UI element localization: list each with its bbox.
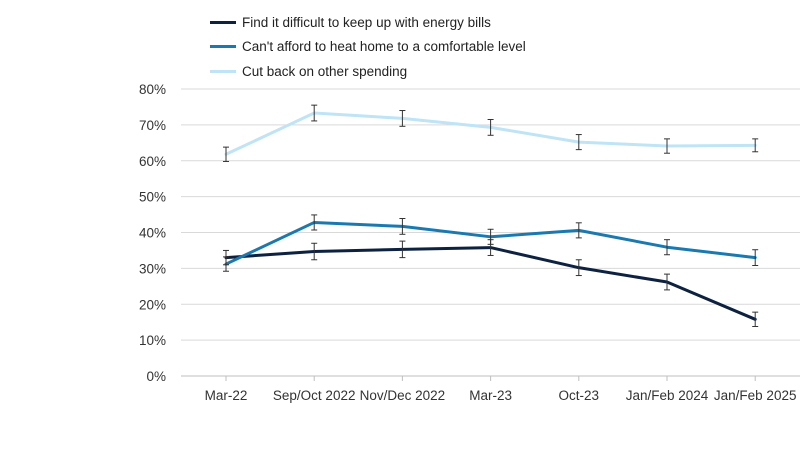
- y-tick-label: 40%: [139, 226, 166, 241]
- y-axis: 0% 10% 20% 30% 40% 50% 60% 70% 80%: [139, 82, 166, 384]
- error-bar-cut-back: [223, 146, 229, 162]
- error-bar-cut-back: [399, 110, 406, 127]
- legend-item-heat-home: Can't afford to heat home to a comfortab…: [210, 35, 526, 60]
- x-tick-label: Jan/Feb 2024: [626, 388, 709, 403]
- series-line-energy-bills: [224, 246, 757, 321]
- error-bar-energy-bills: [664, 273, 670, 291]
- legend-item-cut-back: Cut back on other spending: [210, 59, 526, 84]
- x-tick-label: Jan/Feb 2025: [714, 388, 797, 403]
- error-bar-heat-home: [311, 214, 318, 231]
- y-tick-label: 50%: [139, 190, 166, 205]
- error-bar-heat-home: [752, 249, 759, 267]
- error-bar-energy-bills: [575, 259, 582, 277]
- legend-item-energy-bills: Find it difficult to keep up with energy…: [210, 10, 526, 35]
- y-tick-label: 80%: [139, 82, 166, 97]
- y-tick-label: 0%: [146, 369, 166, 384]
- error-bar-heat-home: [223, 256, 229, 272]
- y-tick-label: 10%: [139, 333, 166, 348]
- error-bar-cut-back: [575, 134, 582, 151]
- y-tick-label: 30%: [139, 261, 166, 276]
- error-bar-heat-home: [575, 222, 582, 239]
- error-bar-cut-back: [487, 118, 494, 136]
- x-tick-label: Nov/Dec 2022: [360, 388, 446, 403]
- error-bar-heat-home: [664, 239, 670, 256]
- series-group: [223, 104, 759, 327]
- legend-label-heat-home: Can't afford to heat home to a comfortab…: [242, 39, 526, 55]
- x-tick-label: Mar-23: [469, 388, 512, 403]
- legend: Find it difficult to keep up with energy…: [210, 10, 526, 84]
- x-tick-label: Sep/Oct 2022: [273, 388, 356, 403]
- legend-label-cut-back: Cut back on other spending: [242, 63, 408, 79]
- error-bar-cut-back: [311, 104, 318, 122]
- legend-swatch-heat-home: [210, 45, 236, 49]
- error-bar-energy-bills: [311, 242, 318, 261]
- x-axis: Mar-22 Sep/Oct 2022 Nov/Dec 2022 Mar-23 Oct-…: [205, 376, 797, 403]
- error-bar-cut-back: [752, 138, 759, 153]
- error-bar-heat-home: [487, 228, 494, 245]
- error-bar-cut-back: [664, 138, 670, 154]
- error-bar-energy-bills: [399, 240, 406, 259]
- error-bar-energy-bills: [752, 311, 759, 327]
- error-bar-heat-home: [399, 218, 406, 235]
- y-tick-label: 20%: [139, 297, 166, 312]
- x-tick-label: Oct-23: [559, 388, 600, 403]
- x-tick-label: Mar-22: [205, 388, 248, 403]
- legend-swatch-cut-back: [210, 69, 236, 73]
- legend-label-energy-bills: Find it difficult to keep up with energy…: [242, 14, 491, 30]
- y-tick-label: 70%: [139, 118, 166, 133]
- legend-swatch-energy-bills: [210, 20, 236, 24]
- y-tick-label: 60%: [139, 154, 166, 169]
